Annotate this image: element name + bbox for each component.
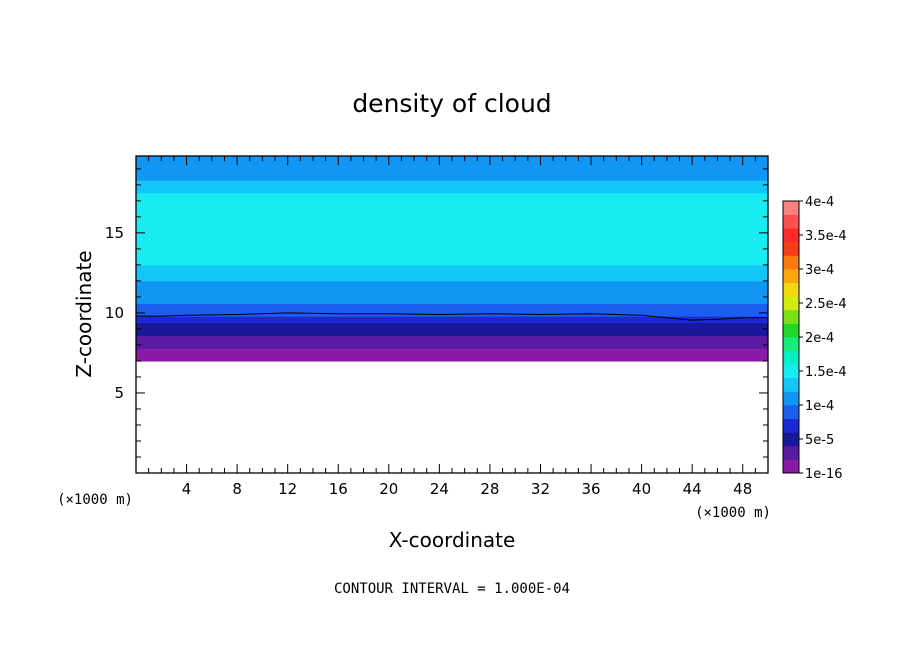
colorbar-frame xyxy=(782,200,800,474)
density-band xyxy=(136,309,768,317)
colorbar-swatch xyxy=(783,269,799,283)
colorbar-label: 3.5e-4 xyxy=(805,229,847,244)
colorbar-label: 5e-5 xyxy=(805,433,834,448)
x-tick-label: 4 xyxy=(182,480,192,498)
density-band xyxy=(136,348,768,354)
density-band xyxy=(136,280,768,295)
colorbar-swatch xyxy=(783,377,799,392)
colorbar-swatch xyxy=(783,391,799,406)
colorbar-swatch xyxy=(783,323,799,338)
x-tick-label: 12 xyxy=(278,480,297,498)
colorbar-swatch xyxy=(783,214,799,229)
density-band xyxy=(136,180,768,194)
density-band xyxy=(136,352,768,359)
density-band xyxy=(136,240,768,266)
colorbar-swatch xyxy=(783,459,799,474)
density-band xyxy=(136,335,768,343)
x-tick-label: 32 xyxy=(531,480,550,498)
density-band xyxy=(136,216,768,242)
colorbar: 4e-4 3.5e-4 3e-4 2.5e-4 2e-4 1.5e-4 1e-4 5e-5 1e… xyxy=(783,195,847,482)
x-tick-label: 24 xyxy=(430,480,449,498)
colorbar-swatch xyxy=(783,350,799,365)
colorbar-label: 3e-4 xyxy=(805,263,834,278)
x-tick-label: 8 xyxy=(232,480,242,498)
density-band xyxy=(136,264,768,282)
x-tick-label: 44 xyxy=(683,480,702,498)
y-tick-label: 15 xyxy=(105,224,124,242)
colorbar-swatch xyxy=(783,405,799,419)
colorbar-swatch xyxy=(783,282,799,297)
colorbar-swatch xyxy=(783,364,799,379)
contour-interval-note: CONTOUR INTERVAL = 1.000E-04 xyxy=(334,581,570,597)
colorbar-label: 1e-4 xyxy=(805,399,834,414)
colorbar-swatch xyxy=(783,228,799,243)
density-band xyxy=(136,192,768,218)
colorbar-label: 1e-16 xyxy=(805,467,843,482)
colorbar-swatch xyxy=(783,418,799,433)
colorbar-swatch xyxy=(783,309,799,324)
density-band xyxy=(136,322,768,330)
colorbar-label: 1.5e-4 xyxy=(805,365,847,380)
y-tick-label: 10 xyxy=(105,304,124,322)
y-axis-label: Z-coordinate xyxy=(72,250,96,377)
z-unit-label: (×1000 m) xyxy=(57,492,133,508)
x-tick-label: 40 xyxy=(632,480,651,498)
colorbar-swatch xyxy=(783,255,799,270)
x-unit-label: (×1000 m) xyxy=(695,505,771,521)
density-field xyxy=(136,156,768,362)
contour-line xyxy=(136,312,768,321)
density-band xyxy=(136,316,768,324)
colorbar-label: 4e-4 xyxy=(805,195,834,210)
x-tick-label: 28 xyxy=(480,480,499,498)
colorbar-label: 2e-4 xyxy=(805,331,834,346)
density-band xyxy=(136,341,768,349)
density-band xyxy=(136,303,768,311)
density-band xyxy=(136,357,768,362)
x-axis-ticks: 4 8 12 16 20 24 28 32 36 40 44 48 xyxy=(148,156,756,498)
contour-1e-4-line xyxy=(136,312,768,321)
colorbar-swatch xyxy=(783,241,799,256)
x-axis-label: X-coordinate xyxy=(389,528,516,552)
x-tick-label: 16 xyxy=(329,480,348,498)
colorbar-swatch xyxy=(783,432,799,447)
colorbar-swatch xyxy=(783,445,799,460)
density-band xyxy=(136,293,768,304)
density-band xyxy=(136,328,768,336)
colorbar-swatch xyxy=(783,337,799,351)
chart-title: density of cloud xyxy=(352,89,551,118)
y-tick-label: 5 xyxy=(114,384,124,402)
colorbar-label: 2.5e-4 xyxy=(805,297,847,312)
x-tick-label: 48 xyxy=(733,480,752,498)
x-tick-label: 36 xyxy=(581,480,600,498)
colorbar-swatch xyxy=(783,296,799,311)
colorbar-swatch xyxy=(783,201,799,215)
x-tick-label: 20 xyxy=(379,480,398,498)
y-axis-ticks: 5 10 15 xyxy=(105,168,768,458)
